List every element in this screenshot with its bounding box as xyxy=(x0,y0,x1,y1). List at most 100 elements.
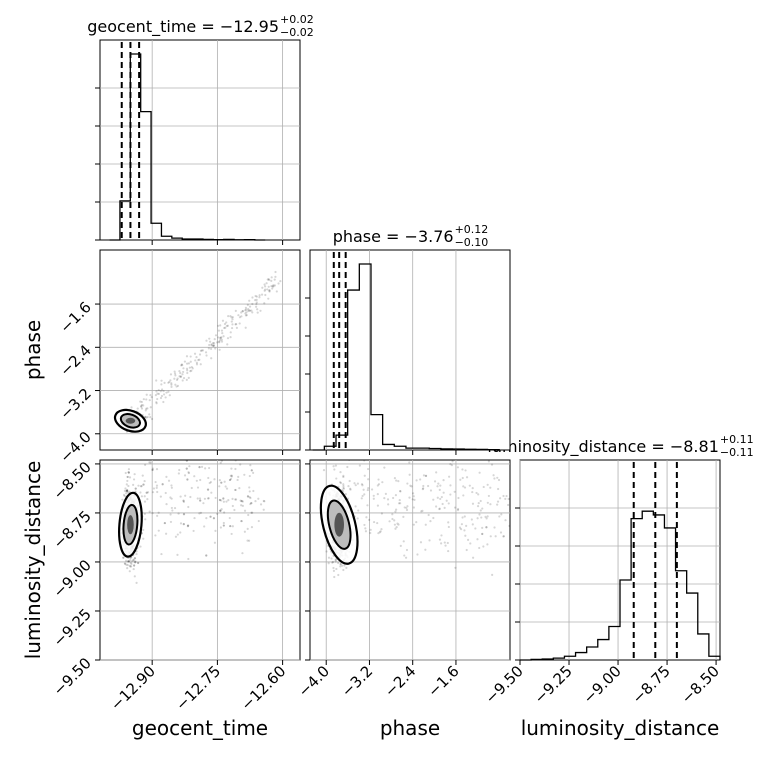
ylabel-phase: phase xyxy=(21,320,45,380)
sample-point xyxy=(435,505,438,508)
sample-point xyxy=(142,483,145,486)
sample-point xyxy=(217,340,221,343)
x-tick-label-luminosity_distance: −8.75 xyxy=(629,662,674,707)
sample-point xyxy=(144,518,147,521)
sample-point xyxy=(144,463,147,466)
sample-point xyxy=(145,393,148,396)
sample-point xyxy=(127,560,131,563)
sample-point xyxy=(140,484,143,488)
sample-point xyxy=(224,485,227,488)
sample-point xyxy=(226,337,230,340)
sample-point xyxy=(453,490,456,493)
sample-point xyxy=(486,501,489,504)
sample-point xyxy=(419,541,423,544)
sample-point xyxy=(133,564,136,567)
sample-point xyxy=(254,294,257,298)
sample-point xyxy=(178,375,181,378)
sample-point xyxy=(496,500,500,503)
sample-point xyxy=(422,484,425,488)
sample-point xyxy=(433,480,437,483)
sample-point xyxy=(217,324,220,327)
sample-point xyxy=(245,308,248,311)
sample-point xyxy=(159,495,162,498)
sample-point xyxy=(173,377,176,380)
sample-point xyxy=(339,565,342,568)
sample-point xyxy=(182,522,185,526)
sample-point xyxy=(339,562,342,566)
hist-panel-luminosity_distance xyxy=(515,459,721,665)
sample-point xyxy=(342,475,345,479)
sample-point xyxy=(155,484,159,487)
sample-point xyxy=(226,455,228,457)
sample-point xyxy=(240,519,243,523)
sample-point xyxy=(481,507,484,510)
sample-point xyxy=(267,285,270,288)
sample-point xyxy=(392,496,395,500)
sample-point xyxy=(459,528,463,531)
sample-point xyxy=(490,463,494,466)
sample-point xyxy=(377,532,380,535)
y-tick-label-phase: −4.0 xyxy=(56,428,94,466)
sample-point xyxy=(485,526,488,529)
sample-point xyxy=(222,500,225,503)
sample-point xyxy=(189,495,192,499)
sample-point xyxy=(182,370,185,374)
sample-point xyxy=(137,561,140,565)
sample-point xyxy=(405,548,409,552)
sample-point xyxy=(258,294,261,297)
sample-point xyxy=(206,497,210,500)
sample-point xyxy=(231,497,234,500)
sample-point xyxy=(157,460,159,461)
sample-point xyxy=(179,522,183,525)
sample-point xyxy=(134,560,137,563)
sample-point xyxy=(209,515,212,518)
sample-point xyxy=(447,521,450,524)
sample-point xyxy=(125,489,129,493)
sample-point xyxy=(502,494,505,498)
sample-point xyxy=(207,476,210,480)
sample-point xyxy=(196,497,199,500)
sample-point xyxy=(421,488,424,491)
sample-point xyxy=(140,403,143,407)
sample-point xyxy=(335,477,338,480)
sample-point xyxy=(122,556,125,559)
sample-point xyxy=(203,497,207,500)
sample-point xyxy=(478,546,481,550)
sample-point xyxy=(248,305,252,308)
sample-point xyxy=(511,501,513,503)
sample-point xyxy=(157,389,160,392)
sample-point xyxy=(185,460,188,462)
sample-point xyxy=(372,494,375,497)
sample-point xyxy=(189,360,192,363)
sample-point xyxy=(250,501,253,505)
sample-point xyxy=(241,552,244,555)
sample-point xyxy=(429,520,432,523)
sample-point xyxy=(140,405,143,408)
sample-point xyxy=(471,490,474,494)
sample-point xyxy=(206,488,210,491)
sample-point xyxy=(411,460,413,461)
sample-point xyxy=(140,407,144,410)
sample-point xyxy=(227,315,230,318)
sample-point xyxy=(248,496,251,499)
sample-point xyxy=(273,284,276,287)
sample-point xyxy=(178,468,181,472)
sample-point xyxy=(222,524,225,527)
sample-point xyxy=(231,318,234,321)
sample-point xyxy=(251,296,254,299)
sample-point xyxy=(148,399,151,402)
sample-point xyxy=(450,464,454,467)
sample-point xyxy=(271,287,274,290)
sample-point xyxy=(194,359,197,362)
sample-point xyxy=(167,381,170,384)
sample-point xyxy=(130,406,133,409)
sample-point xyxy=(244,306,248,309)
sample-point xyxy=(266,278,269,281)
hist-step-luminosity_distance xyxy=(520,510,721,661)
sample-point xyxy=(123,489,127,492)
sample-point xyxy=(171,509,174,512)
sample-point xyxy=(182,367,185,370)
y-tick-label-luminosity_distance: −9.50 xyxy=(50,654,95,699)
sample-point xyxy=(179,531,182,534)
sample-point xyxy=(132,558,135,561)
